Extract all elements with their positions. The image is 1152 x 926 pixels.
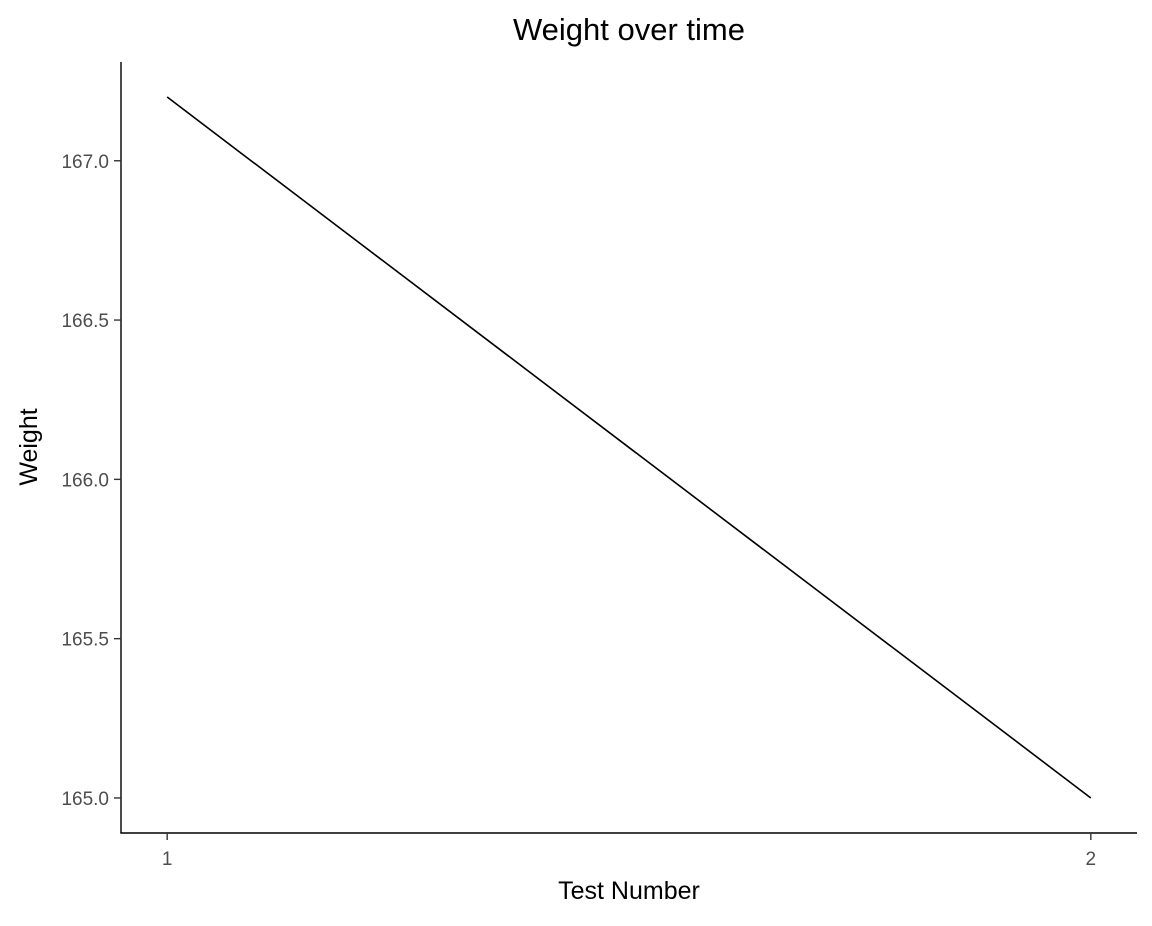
x-axis-title: Test Number xyxy=(558,877,700,905)
y-tick-label-5: 167.0 xyxy=(61,152,109,173)
y-axis-title: Weight xyxy=(15,408,43,485)
series-line-1 xyxy=(166,96,1092,799)
x-tick-label-1: 1 xyxy=(162,849,173,870)
y-tick-label-2: 165.5 xyxy=(61,630,109,651)
plot-area xyxy=(166,96,1092,799)
x-tick-label-2: 2 xyxy=(1086,849,1097,870)
y-tick-label-4: 166.5 xyxy=(61,311,109,332)
chart-title: Weight over time xyxy=(513,12,745,47)
y-tick-label-3: 166.0 xyxy=(61,470,109,491)
y-axis-ticks: 165.0 165.5 166.0 166.5 167.0 xyxy=(61,152,121,810)
y-tick-label-1: 165.0 xyxy=(61,789,109,810)
